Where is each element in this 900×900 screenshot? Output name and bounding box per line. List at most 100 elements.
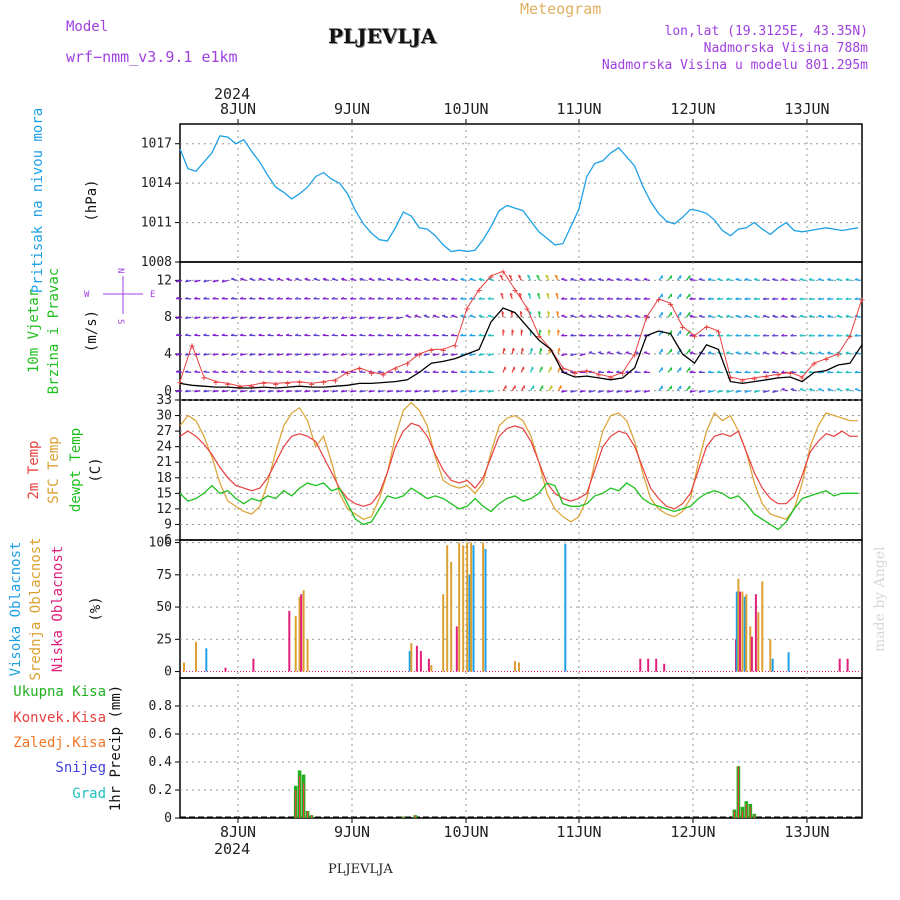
cloud-bar-low (838, 658, 841, 672)
cloud-bar-mid (757, 612, 760, 672)
wind-arrow-head (212, 333, 216, 336)
wind-arrow-head (230, 296, 234, 300)
precip-bar-conv (299, 776, 301, 818)
wind-arrow-head (487, 370, 491, 373)
wind-arrow-head (634, 277, 638, 280)
wind-arrow-head (836, 333, 840, 337)
wind-arrow-head (487, 389, 491, 393)
wind-arrow-head (304, 296, 308, 300)
wind-arrow-head (597, 370, 601, 373)
wind-arrow-head (555, 292, 559, 296)
wind-arrow-head (441, 389, 445, 393)
wind-arrow-head (221, 279, 225, 283)
wind-arrow-head (698, 389, 702, 393)
precip-bar-conv (749, 806, 751, 818)
wind-arrow-head (340, 389, 344, 393)
temp2m-line (179, 422, 858, 510)
wind-arrow-head (790, 351, 794, 354)
wind-arrow-head (836, 277, 840, 281)
y-tick-label: 18 (156, 471, 172, 486)
wind-arrow-head (423, 370, 427, 373)
wind-arrow-head (276, 296, 280, 300)
wind-arrow-head (606, 389, 610, 393)
wind-arrow-head (239, 352, 243, 356)
wind-arrow-head (799, 388, 804, 390)
wind-arrow-head (295, 352, 299, 356)
wind-arrow-head (460, 370, 464, 373)
wind-arrow-head (518, 274, 522, 278)
wind-arrow-head (231, 277, 235, 280)
day-label-bottom: 11JUN (556, 823, 601, 841)
day-label-bottom: 13JUN (784, 823, 829, 841)
cloud-bar-mid (195, 641, 197, 672)
cloud-bar-mid (298, 596, 301, 672)
gust-marker: + (428, 345, 434, 356)
wind-arrow-head (818, 277, 822, 281)
wind-arrow-head (588, 333, 592, 337)
wind-arrow-head (579, 314, 583, 317)
wind-arrow-head (570, 333, 574, 337)
cloud-bar-high (484, 549, 487, 672)
y-tick-label: 25 (156, 632, 172, 647)
wind-arrow-head (790, 314, 794, 317)
wind-arrow-head (499, 274, 503, 278)
y-tick-label: 1014 (141, 176, 172, 191)
wind-arrow-head (597, 389, 601, 393)
wind-arrow-head (331, 333, 335, 336)
wind-arrow-head (175, 316, 179, 319)
wind-arrow-head (790, 297, 794, 300)
cloud-bar-mid (183, 662, 185, 672)
day-label-top: 13JUN (784, 100, 829, 118)
wind-arrow-head (717, 314, 721, 317)
wind-arrow-head (405, 277, 409, 280)
wind-arrow-head (606, 297, 610, 300)
cloud-bar-low (739, 591, 741, 672)
wind-arrow-head (538, 310, 542, 314)
wind-arrow-head (753, 333, 757, 337)
wind-arrow-head (625, 333, 629, 337)
wind-arrow-head (781, 370, 785, 373)
model-label: Model (66, 19, 109, 35)
clouds-panel (179, 539, 863, 679)
wind-arrow-head (744, 297, 748, 300)
y-tick-label: 4 (164, 347, 172, 362)
wind-arrow-head (322, 296, 326, 300)
gust-marker: + (345, 368, 351, 379)
wind-arrow-head (561, 353, 564, 356)
wind-arrow-head (519, 310, 523, 314)
wind-arrow-head (460, 333, 464, 337)
wind-arrow-head (753, 370, 757, 373)
panel-ylabel: SFC Temp (46, 436, 62, 503)
wind-arrow-head (781, 351, 785, 354)
wind-arrow-head (540, 347, 543, 352)
wind-arrow-head (368, 389, 372, 393)
wind-arrow-head (753, 297, 757, 300)
gust-marker: + (476, 286, 482, 297)
wind-arrow-head (827, 370, 831, 374)
wind-arrow-head (570, 314, 574, 317)
wind-arrow-head (258, 389, 262, 393)
wind-arrow-head (854, 388, 859, 390)
wind-arrow-head (854, 370, 858, 374)
wind-arrow-head (716, 297, 721, 300)
wind-arrow-head (735, 277, 739, 280)
wind-arrow-head (396, 316, 399, 320)
wind-arrow-head (267, 277, 271, 280)
wind-arrow-head (689, 314, 693, 317)
wind-arrow-head (808, 333, 812, 337)
wind-arrow-head (276, 389, 280, 393)
cloud-bar-mid (741, 591, 744, 672)
wind-arrow-head (781, 387, 785, 390)
gust-marker: + (321, 378, 327, 389)
wind-arrow-head (322, 316, 326, 320)
wind-arrow-head (735, 314, 739, 317)
model-name: wrf−nmm_v3.9.1 e1km (66, 48, 238, 66)
wind-arrow-head (556, 310, 560, 314)
precip-bar-conv (737, 766, 739, 818)
wind-arrow-head (643, 370, 647, 373)
wind-arrow-head (616, 277, 620, 280)
gust-marker: + (811, 359, 817, 370)
wind-arrow-head (313, 389, 317, 393)
panel-ylabel: Brzina i Pravac (46, 268, 62, 394)
wind-arrow-head (212, 316, 216, 319)
